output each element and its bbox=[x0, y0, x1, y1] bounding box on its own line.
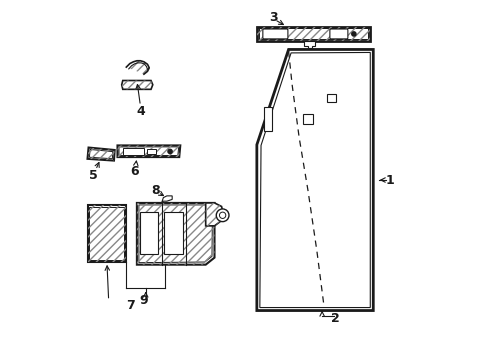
Text: 3: 3 bbox=[268, 11, 277, 24]
Circle shape bbox=[216, 209, 228, 222]
Text: 6: 6 bbox=[130, 165, 139, 178]
Polygon shape bbox=[122, 81, 152, 89]
Polygon shape bbox=[256, 49, 372, 311]
Polygon shape bbox=[304, 41, 314, 48]
Bar bbox=[302, 114, 312, 123]
Circle shape bbox=[351, 32, 355, 36]
Text: 2: 2 bbox=[330, 312, 339, 325]
Text: 7: 7 bbox=[126, 300, 135, 312]
Circle shape bbox=[167, 149, 172, 154]
Text: 8: 8 bbox=[151, 184, 160, 197]
Polygon shape bbox=[161, 196, 172, 203]
FancyBboxPatch shape bbox=[263, 29, 287, 39]
Bar bbox=[147, 149, 156, 154]
Polygon shape bbox=[87, 148, 114, 161]
Bar bbox=[327, 94, 336, 102]
Polygon shape bbox=[87, 205, 126, 262]
Polygon shape bbox=[137, 203, 214, 265]
Bar bbox=[140, 212, 158, 254]
Bar bbox=[264, 107, 271, 131]
Bar bbox=[122, 148, 143, 154]
Polygon shape bbox=[256, 27, 369, 41]
Polygon shape bbox=[117, 145, 180, 157]
Text: 9: 9 bbox=[140, 294, 148, 307]
Text: 5: 5 bbox=[89, 169, 98, 182]
FancyBboxPatch shape bbox=[329, 29, 347, 39]
Text: 4: 4 bbox=[137, 105, 145, 118]
Bar bbox=[164, 212, 183, 254]
Text: 1: 1 bbox=[385, 174, 393, 186]
Polygon shape bbox=[205, 203, 223, 226]
